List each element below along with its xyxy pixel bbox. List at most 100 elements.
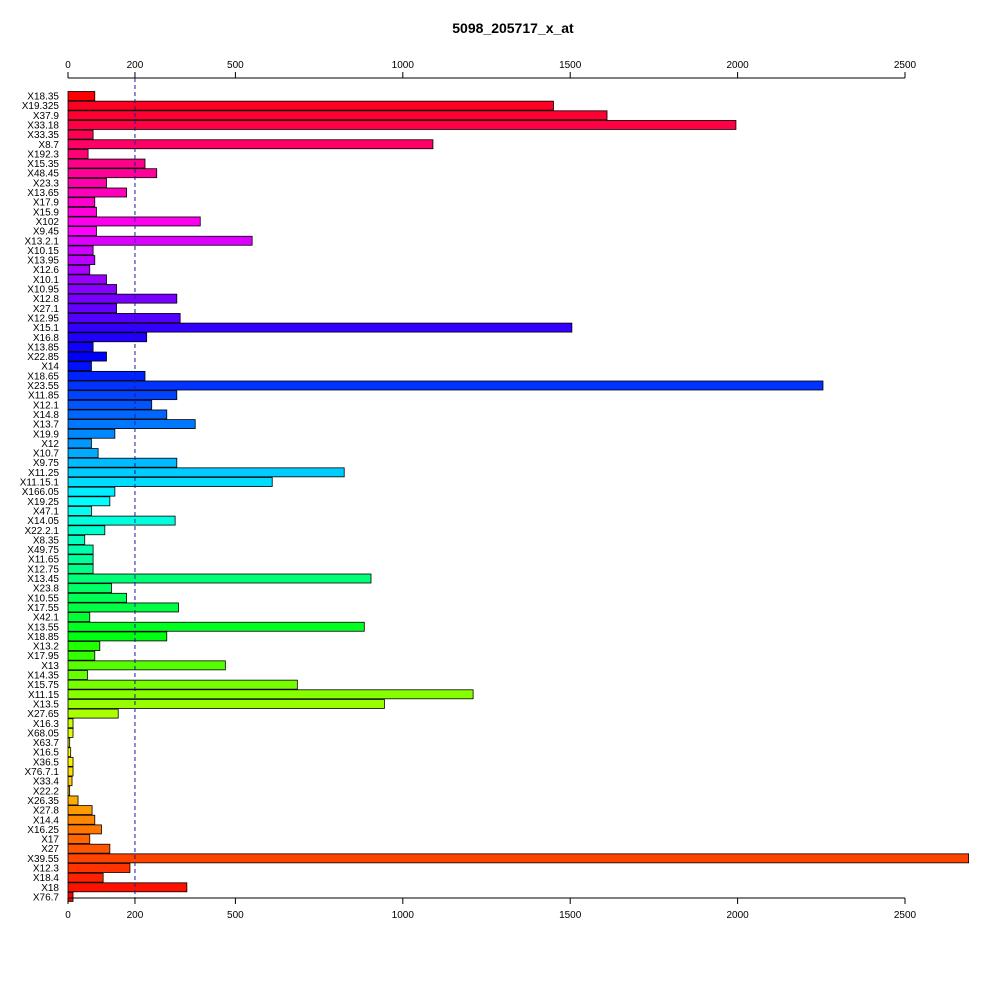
bar-X12 (67, 438, 92, 449)
bar-X14 (67, 361, 92, 372)
category-label: X14.4 (33, 815, 60, 826)
chart-title: 5098_205717_x_at (452, 20, 574, 36)
bar-X27.65 (67, 708, 119, 719)
category-label: X16.5 (33, 748, 60, 759)
category-label: X11.25 (28, 468, 59, 479)
top-x-axis: 0 200 500 1000 1500 2000 2500 (65, 60, 917, 79)
bar-X27.8 (67, 805, 93, 815)
bar-X11.25 (67, 467, 345, 478)
category-label: X13.85 (27, 342, 59, 353)
category-label: X18.85 (27, 632, 59, 643)
category-label: X19.325 (22, 101, 60, 112)
category-label: X10.95 (27, 285, 59, 296)
bar-X17 (67, 834, 91, 844)
tick-label: 1500 (559, 60, 582, 71)
category-label: X15.9 (33, 207, 60, 218)
tick-label: 1000 (392, 60, 415, 71)
bar-X22.85 (67, 351, 107, 362)
bar-X17.95 (67, 650, 96, 661)
category-label: X13.5 (33, 699, 60, 710)
bar-X8.35 (67, 535, 86, 545)
bar-X76.7.1 (67, 766, 74, 777)
bar-X27.1 (67, 303, 117, 314)
category-label: X12.75 (27, 564, 59, 575)
bar-X12.3 (67, 863, 131, 873)
tick-label: 0 (65, 910, 71, 921)
bar-X11.85 (67, 390, 178, 401)
bar-X15.75 (67, 679, 298, 690)
bar-X18.35 (67, 91, 96, 101)
category-label: X37.9 (33, 111, 60, 122)
category-label: X12.95 (27, 313, 59, 324)
bar-X12.6 (67, 264, 91, 275)
category-label: X14.8 (33, 410, 60, 421)
bar-X13.2 (67, 641, 101, 651)
category-label: X13.65 (27, 188, 59, 199)
bar-X23.55 (67, 380, 824, 391)
bar-X23.3 (67, 177, 107, 188)
bar-X13.45 (67, 573, 372, 584)
tick-label: 200 (127, 60, 144, 71)
bar-X33.4 (67, 776, 73, 787)
bar-X12.95 (67, 313, 181, 323)
bar-X76.7 (67, 892, 74, 902)
category-label: X22.85 (27, 352, 59, 363)
category-label: X12.1 (33, 400, 60, 411)
bar-X47.1 (67, 506, 92, 516)
bar-X10.15 (67, 245, 94, 256)
bar-X18.85 (67, 631, 168, 642)
category-label: X33.4 (33, 777, 60, 788)
bar-X13 (67, 660, 226, 671)
bar-X166.05 (67, 486, 116, 497)
bar-X13.85 (67, 341, 94, 352)
category-label: X17.95 (27, 651, 59, 662)
category-label: X11.85 (28, 391, 59, 402)
category-label: X23.8 (33, 584, 60, 595)
category-label: X47.1 (33, 506, 60, 517)
bar-X10.95 (67, 284, 117, 294)
tick-label: 2000 (726, 60, 749, 71)
category-label: X12.8 (33, 294, 60, 305)
bar-X16.5 (67, 747, 72, 758)
category-label: X36.5 (33, 757, 60, 768)
category-label: X11.65 (28, 555, 59, 566)
bar-X192.3 (67, 148, 89, 159)
bar-X14.35 (67, 670, 88, 680)
category-label: X49.75 (27, 545, 59, 556)
category-label: X16.25 (27, 825, 59, 836)
category-label: X22.2.1 (25, 526, 60, 537)
bar-X13.2.1 (67, 235, 253, 246)
category-label: X17.55 (27, 603, 59, 614)
bar-X13.5 (67, 699, 385, 709)
bar-X19.9 (67, 428, 116, 439)
bar-X16.25 (67, 824, 102, 835)
bar-X15.1 (67, 322, 573, 333)
category-label: X63.7 (33, 738, 60, 749)
category-label: X8.35 (33, 535, 60, 546)
category-label: X13.2 (33, 642, 60, 653)
category-label: X18 (41, 883, 59, 894)
bar-X13.55 (67, 621, 365, 632)
category-label: X9.75 (33, 458, 60, 469)
bar-X14.05 (67, 515, 176, 526)
bar-X13.95 (67, 255, 96, 265)
bar-X22.2.1 (67, 525, 106, 536)
bar-X18.4 (67, 872, 104, 883)
bar-X49.75 (67, 544, 94, 555)
category-label: X11.15 (28, 690, 59, 701)
bar-X11.15 (67, 689, 474, 700)
category-label: X166.05 (22, 487, 60, 498)
category-label: X14.05 (27, 516, 59, 527)
category-label: X33.35 (27, 130, 59, 141)
category-label: X13.95 (27, 256, 59, 267)
category-label: X10.7 (33, 449, 60, 460)
bar-X9.75 (67, 457, 178, 468)
bar-X42.1 (67, 612, 91, 622)
category-label: X26.35 (27, 796, 59, 807)
category-label: X18.4 (33, 873, 60, 884)
category-label: X76.7.1 (25, 767, 60, 778)
tick-label: 1500 (559, 910, 582, 921)
bar-X63.7 (67, 737, 71, 748)
bar-X14.8 (67, 409, 168, 420)
category-label: X48.45 (27, 169, 59, 180)
